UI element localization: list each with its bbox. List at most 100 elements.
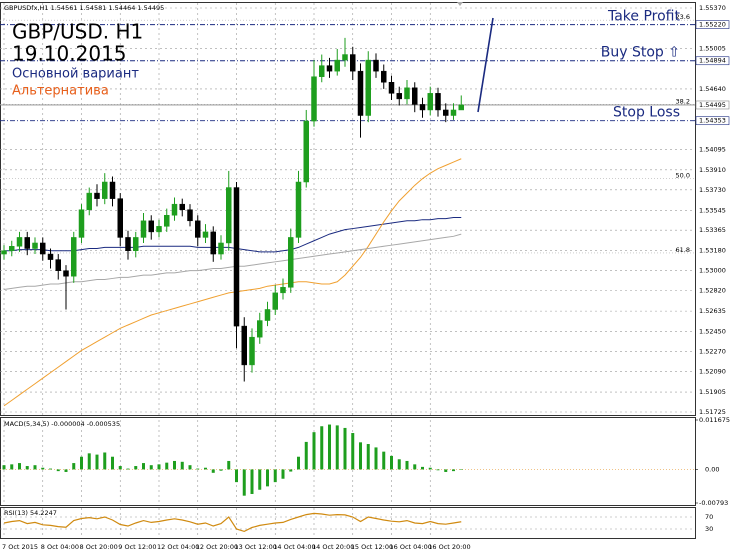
macd-bar xyxy=(18,463,21,470)
macd-bar xyxy=(413,464,417,470)
candle-body xyxy=(195,220,201,238)
chart-title: GBP/USD. H1 xyxy=(12,20,143,44)
candle-body xyxy=(396,93,402,100)
candle-body xyxy=(24,237,30,249)
macd-bar xyxy=(304,441,308,470)
candle-body xyxy=(218,242,224,255)
macd-bar xyxy=(359,442,362,470)
macd-bar xyxy=(452,469,455,472)
candle-body xyxy=(179,203,185,210)
candle-body xyxy=(435,93,441,111)
candle-body xyxy=(133,237,139,251)
candle-body xyxy=(32,242,38,249)
level-name: Stop Loss xyxy=(613,105,680,121)
macd-bar xyxy=(165,462,169,470)
price-tag xyxy=(695,20,730,29)
candle-body xyxy=(55,259,61,271)
candle-body xyxy=(109,181,116,199)
candle-body xyxy=(78,209,85,238)
y-tick-label: 1.54095 xyxy=(699,145,726,153)
fibo-label: 23.6 xyxy=(676,13,690,21)
candle-body xyxy=(47,253,54,260)
y-tick-label: 70 xyxy=(705,513,713,521)
y-tick-label: 1.51725 xyxy=(699,408,726,416)
candle-body xyxy=(295,181,302,238)
macd-bar xyxy=(444,469,448,472)
candle-body xyxy=(326,65,333,72)
candle-body xyxy=(412,87,418,105)
candle-body xyxy=(164,215,170,227)
macd-bar xyxy=(366,444,370,470)
macd-frame xyxy=(0,417,696,506)
candle-body xyxy=(71,237,77,277)
macd-bar xyxy=(351,433,355,470)
candle-body xyxy=(187,209,193,222)
candle-body xyxy=(381,70,387,83)
macd-bar xyxy=(49,468,52,470)
y-tick-label: 1.55370 xyxy=(699,4,726,12)
legend-entry: Альтернатива xyxy=(12,84,109,99)
price-tag xyxy=(695,100,730,110)
candle-body xyxy=(156,226,162,233)
price-tag-label: 1.54353 xyxy=(699,117,726,125)
x-tick-label: 12 Oct 20:00 xyxy=(196,543,238,551)
x-tick-label: 7 Oct 2015 xyxy=(2,543,38,551)
candle-body xyxy=(16,237,23,247)
candle-body xyxy=(357,70,364,116)
x-tick-label: 15 Oct 12:00 xyxy=(351,543,393,551)
candle-body xyxy=(388,82,395,94)
candle-body xyxy=(373,59,379,72)
y-tick-label: 1.54640 xyxy=(699,85,726,93)
y-tick-label: 1.51905 xyxy=(699,388,726,396)
macd-title: MACD(5,34,5) -0.000004 -0.000535 xyxy=(4,420,120,428)
macd-bar xyxy=(33,465,37,470)
macd-bar xyxy=(142,463,145,470)
fibo-label: 50.0 xyxy=(676,172,690,180)
x-tick-label: 14 Oct 20:00 xyxy=(312,543,354,551)
candle-body xyxy=(226,187,232,244)
macd-bar xyxy=(180,461,184,470)
plot-layer: 7 Oct 2015 8 Oct 04:00 8 Oct 20:00 9 Oct 12… xyxy=(0,3,730,551)
level-name: Buy Stop ⇧ xyxy=(601,45,680,61)
macd-bar xyxy=(250,469,254,494)
candle-body xyxy=(257,320,263,338)
y-tick-label: 1.52635 xyxy=(699,307,726,315)
candle-body xyxy=(419,104,426,111)
moving-average xyxy=(4,216,462,253)
macd-bar xyxy=(211,469,215,473)
rsi-title: RSI(13) 54.2247 xyxy=(4,509,57,517)
candle-body xyxy=(148,220,154,233)
candle-body xyxy=(63,270,69,277)
candle-body xyxy=(272,292,278,310)
candle-body xyxy=(280,287,286,294)
x-tick-label: 13 Oct 12:00 xyxy=(235,543,277,551)
candle-body xyxy=(86,192,92,210)
macd-bar xyxy=(374,447,378,470)
level-name: Take Profit xyxy=(607,9,681,25)
price-tag-label: 1.54495 xyxy=(699,101,726,109)
y-tick-label: 1.52820 xyxy=(699,287,726,295)
macd-bar xyxy=(459,469,463,470)
x-tick-label: 8 Oct 04:00 xyxy=(41,543,79,551)
y-tick-label: 1.53180 xyxy=(699,247,726,255)
macd-bar xyxy=(335,425,339,470)
y-tick-label: 1.53545 xyxy=(699,206,726,214)
candle-body xyxy=(264,309,271,321)
macd-bar xyxy=(289,469,293,472)
candle-body xyxy=(1,250,7,255)
macd-bar xyxy=(188,465,192,470)
macd-bar xyxy=(328,424,331,470)
y-tick-label: 1.55005 xyxy=(699,44,726,52)
candle-body xyxy=(249,336,255,366)
macd-bar xyxy=(258,469,262,490)
macd-bar xyxy=(72,463,76,470)
macd-bar xyxy=(421,466,424,470)
candle-body xyxy=(117,198,123,238)
price-tag-label: 1.55220 xyxy=(699,21,726,29)
y-tick-label: 0.00 xyxy=(705,465,719,473)
candle-body xyxy=(125,237,131,251)
macd-bar xyxy=(343,427,347,470)
macd-bar xyxy=(281,469,285,479)
macd-bar xyxy=(87,453,91,470)
candle-body xyxy=(210,231,216,255)
